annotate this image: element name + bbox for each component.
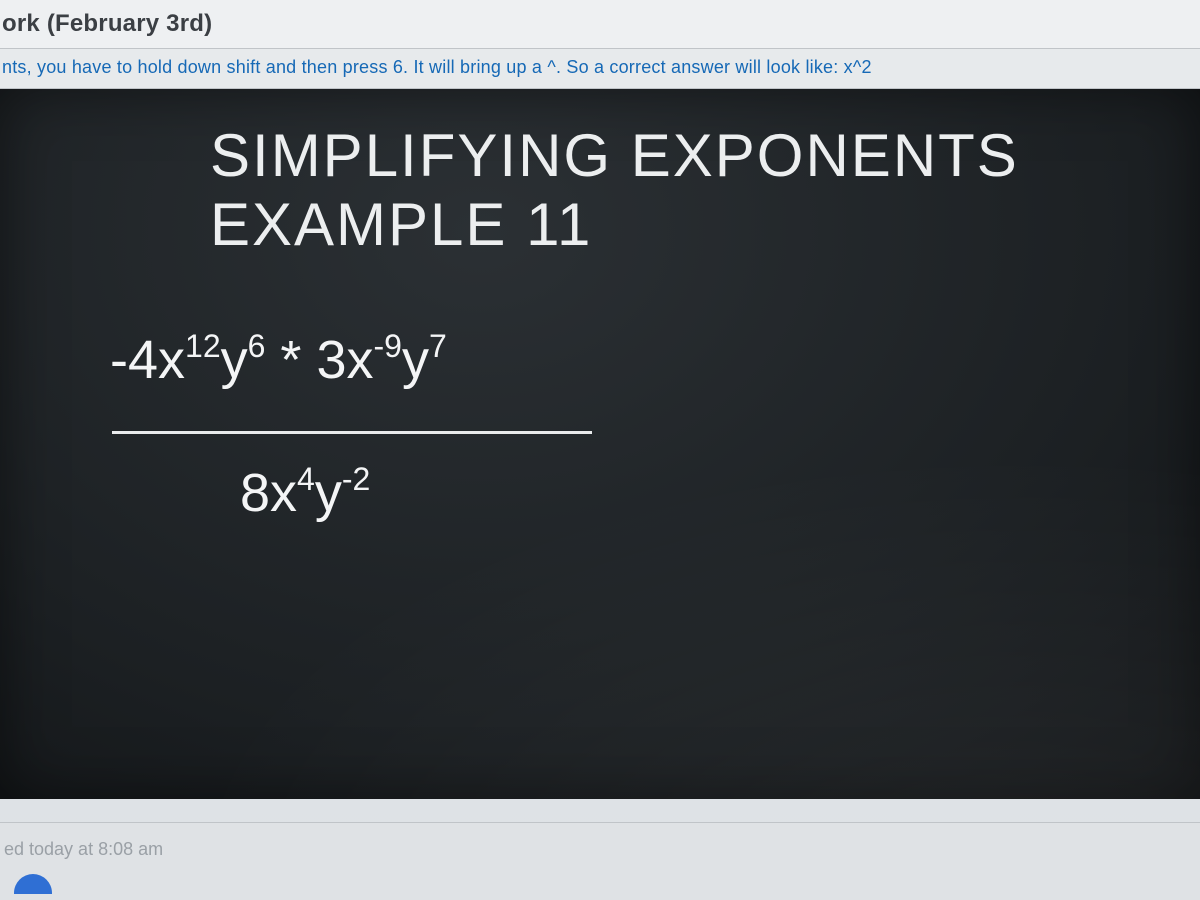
num-term4-exp: 7 <box>429 328 447 364</box>
den-coef: 8x <box>240 463 297 523</box>
slide-title: Simplifying Exponents Example 11 <box>210 121 1180 259</box>
denominator: 8x4y-2 <box>240 462 592 524</box>
num-term2-var: y <box>221 330 248 390</box>
den-exp2: -2 <box>342 461 370 497</box>
slide-title-text: Simplifying Exponents Example <box>210 122 1019 258</box>
num-term1-coef: -4x <box>110 330 185 390</box>
slide-title-number: 11 <box>526 191 592 258</box>
slide: Simplifying Exponents Example 11 -4x12y6… <box>0 89 1200 799</box>
posted-timestamp: ed today at 8:08 am <box>4 839 1194 860</box>
den-var2: y <box>315 463 342 523</box>
fraction-bar <box>112 431 592 434</box>
assignment-header: ork (February 3rd) <box>0 0 1200 49</box>
num-term4-var: y <box>402 330 429 390</box>
multiply-star: * <box>265 330 316 390</box>
num-term1-exp: 12 <box>185 328 221 364</box>
footer: ed today at 8:08 am <box>0 822 1200 900</box>
den-exp1: 4 <box>297 461 315 497</box>
numerator: -4x12y6 * 3x-9y7 <box>110 329 592 391</box>
page-root: ork (February 3rd) nts, you have to hold… <box>0 0 1200 900</box>
instruction-text: nts, you have to hold down shift and the… <box>2 57 1200 78</box>
num-term2-exp: 6 <box>248 328 266 364</box>
assignment-title: ork (February 3rd) <box>2 10 1200 38</box>
expression: -4x12y6 * 3x-9y7 8x4y-2 <box>110 329 592 524</box>
num-term3-coef: 3x <box>316 330 373 390</box>
instruction-bar: nts, you have to hold down shift and the… <box>0 49 1200 89</box>
num-term3-exp: -9 <box>373 328 401 364</box>
